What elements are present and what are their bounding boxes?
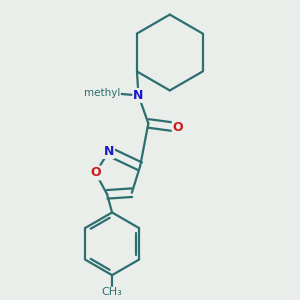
Text: O: O — [173, 121, 183, 134]
Text: CH₃: CH₃ — [102, 287, 122, 297]
Text: N: N — [133, 89, 144, 102]
Text: O: O — [90, 167, 101, 179]
Text: N: N — [103, 145, 114, 158]
Text: methyl: methyl — [84, 88, 120, 98]
